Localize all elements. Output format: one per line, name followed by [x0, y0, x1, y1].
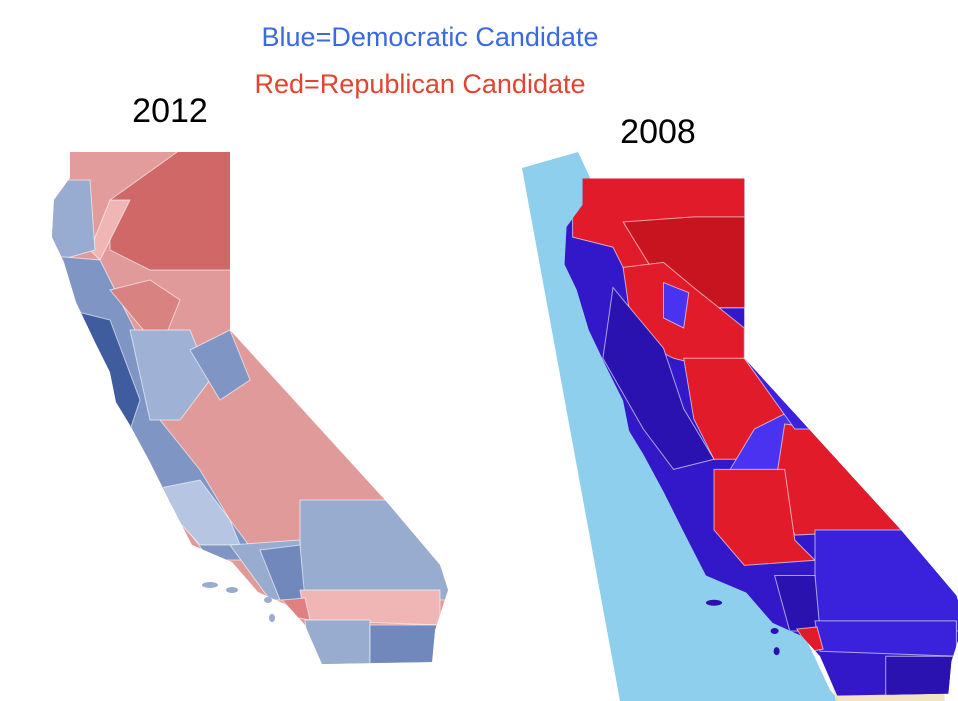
region — [149, 479, 241, 546]
region — [299, 499, 448, 601]
map-2012 — [52, 152, 448, 664]
island — [226, 587, 238, 593]
region — [814, 620, 957, 657]
islands — [705, 599, 780, 656]
region — [814, 529, 958, 632]
region — [662, 281, 690, 329]
islands — [202, 582, 275, 622]
region — [189, 329, 251, 401]
region — [774, 423, 907, 536]
region — [52, 179, 96, 261]
region — [885, 655, 957, 696]
region — [369, 624, 441, 664]
island — [773, 647, 780, 656]
island — [269, 614, 275, 622]
region — [304, 619, 371, 664]
region — [602, 286, 715, 470]
map-year: 2008 — [620, 113, 696, 151]
island — [705, 599, 723, 606]
region — [129, 329, 211, 421]
region — [280, 597, 311, 621]
legend-democratic: Blue=Democratic Candidate — [262, 22, 599, 52]
legend-republican: Red=Republican Candidate — [255, 69, 586, 99]
map-year: 2012 — [132, 92, 208, 130]
island — [770, 627, 779, 635]
island — [202, 582, 218, 588]
island — [264, 597, 272, 603]
